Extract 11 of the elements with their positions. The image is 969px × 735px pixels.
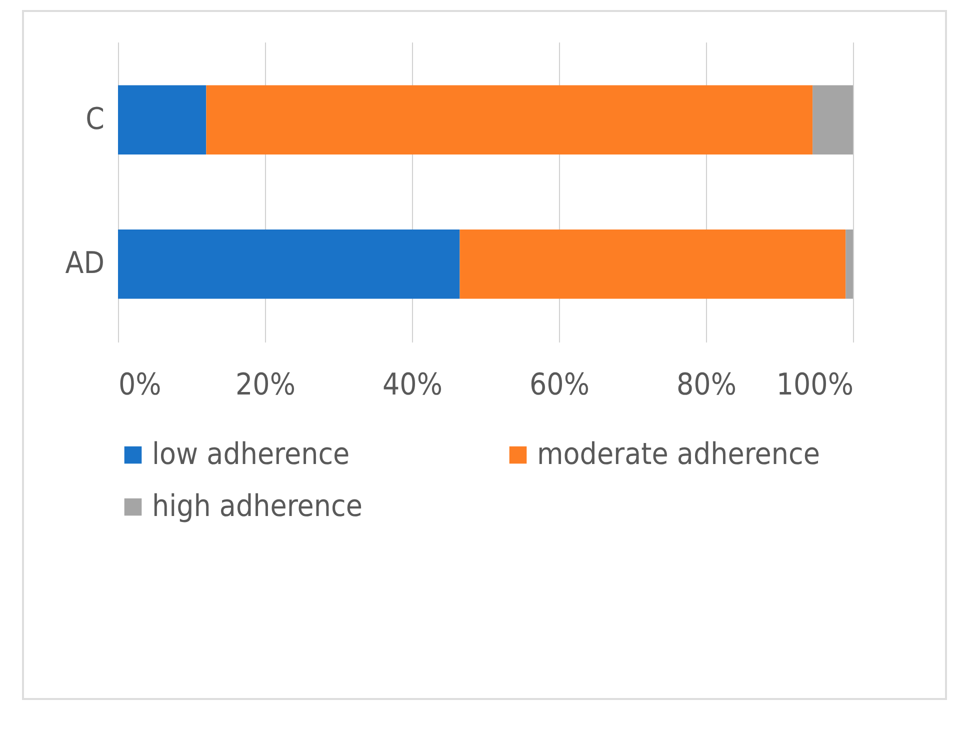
y-tick-label: C	[86, 102, 104, 137]
x-tick-label: 20%	[236, 368, 296, 402]
x-tick-label: 80%	[676, 368, 736, 402]
x-tick-label: 40%	[382, 368, 442, 402]
legend-label: moderate adherence	[537, 437, 820, 472]
x-tick-label: 0%	[118, 368, 162, 402]
legend-label: low adherence	[152, 437, 350, 472]
y-tick-label: AD	[65, 246, 104, 282]
x-tick-label: 100%	[776, 368, 854, 402]
legend-label: high adherence	[152, 489, 362, 524]
x-tick-label: 60%	[530, 368, 590, 402]
